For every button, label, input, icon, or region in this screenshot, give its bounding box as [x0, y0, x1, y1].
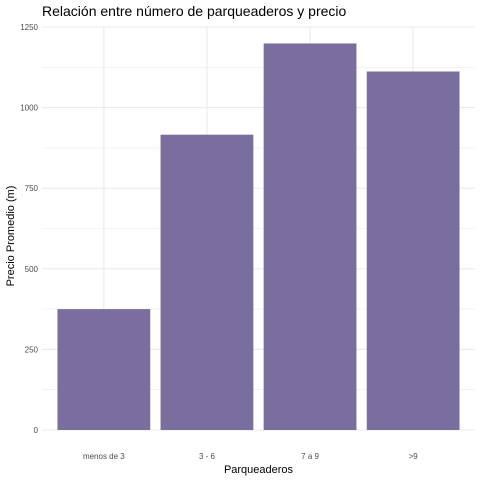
bar [366, 71, 460, 430]
x-tick-label: 3 - 6 [199, 452, 216, 461]
bar [160, 134, 254, 431]
y-tick-label: 500 [25, 265, 39, 274]
y-axis-ticks: 0 250 500 750 1000 1250 [20, 23, 38, 435]
x-tick-label: >9 [409, 452, 419, 461]
chart-title: Relación entre número de parqueaderos y … [42, 3, 347, 19]
x-tick-label: menos de 3 [83, 452, 125, 461]
bar-layer [57, 43, 460, 431]
y-tick-label: 250 [25, 345, 39, 354]
y-tick-label: 750 [25, 184, 39, 193]
bar [263, 43, 357, 431]
y-tick-label: 1000 [20, 104, 38, 113]
x-axis-ticks: menos de 3 3 - 6 7 a 9 >9 [83, 452, 418, 461]
y-axis-title: Precio Promedio (m) [5, 186, 17, 287]
y-tick-label: 1250 [20, 23, 38, 32]
x-tick-label: 7 a 9 [301, 452, 319, 461]
x-axis-title: Parqueaderos [224, 464, 294, 476]
bar [57, 309, 151, 430]
y-tick-label: 0 [34, 426, 39, 435]
